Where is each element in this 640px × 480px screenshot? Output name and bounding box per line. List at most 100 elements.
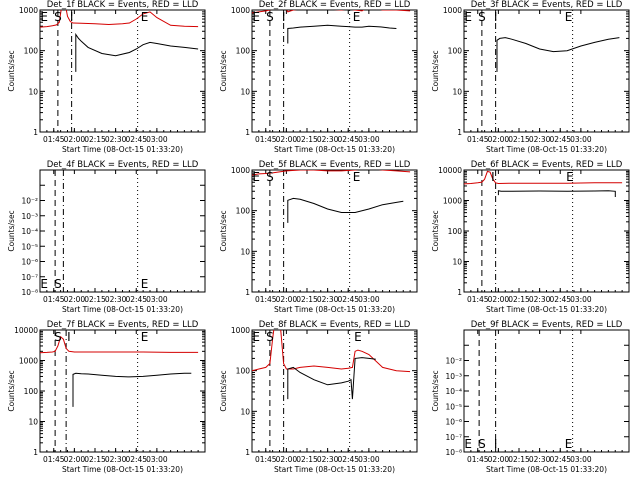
y-tick-label: 10⁻⁸ [21,288,38,297]
x-tick-label: 02:45 [549,295,571,304]
x-tick-label: 01:45 [467,135,489,144]
lld-rate-line [40,10,199,28]
panel-title: Det_2f BLACK = Events, RED = LLD [259,0,411,10]
x-tick-label: 02:15 [296,135,318,144]
y-tick-label: 1000 [231,166,250,175]
x-tick-label: 01:45 [255,455,277,464]
x-tick-label: 03:00 [570,295,592,304]
interval-marker: S [54,277,62,291]
y-tick-label: 10 [28,87,38,96]
y-tick-label: 100 [236,207,251,216]
x-tick-label: 02:00 [488,455,510,464]
y-tick-label: 100 [236,367,251,376]
x-tick-label: 03:00 [146,295,168,304]
y-tick-label: 1 [245,448,250,457]
y-axis-label: Counts/sec [431,210,440,251]
y-tick-label: 10⁻⁴ [445,387,462,396]
y-tick-label: 10 [452,258,462,267]
detector-panel: Det_3f BLACK = Events, RED = LLD 01:45 02:… [431,0,630,154]
y-tick-label: 1 [245,128,250,137]
x-tick-label: 02:45 [337,455,359,464]
y-tick-label: 1000 [443,197,462,206]
x-tick-label: 03:00 [358,295,380,304]
y-tick-label: 1000 [19,6,38,15]
x-tick-label: 01:45 [255,295,277,304]
panel-title: Det_3f BLACK = Events, RED = LLD [471,0,623,10]
x-tick-label: 02:15 [508,135,530,144]
interval-marker: I [494,10,498,24]
interval-marker: E [40,10,48,24]
events-rate-line [287,357,376,400]
events-rate-line [287,24,397,44]
x-tick-label: 02:30 [529,455,551,464]
y-tick-label: 10 [240,87,250,96]
panel-title: Det_1f BLACK = Events, RED = LLD [47,0,199,10]
interval-marker: E [353,10,361,24]
interval-marker: E [141,330,149,344]
y-tick-label: 10⁻⁵ [445,402,462,411]
x-tick-label: 02:00 [276,135,298,144]
y-tick-label: 10 [452,87,462,96]
plot-frame [39,169,206,293]
x-axis-label: Start Time (08-Oct-15 01:33:20) [486,305,607,314]
panel-title: Det_9f BLACK = Events, RED = LLD [471,320,623,330]
interval-marker: S [266,10,274,24]
y-tick-label: 1 [245,288,250,297]
y-tick-label: 1000 [443,6,462,15]
x-tick-label: 02:30 [317,135,339,144]
panel-title: Det_5f BLACK = Events, RED = LLD [259,160,411,170]
plot-frame [251,329,418,453]
events-rate-line [287,197,404,223]
panel-title: Det_7f BLACK = Events, RED = LLD [47,320,199,330]
y-tick-label: 100 [448,47,463,56]
y-tick-label: 10⁻⁷ [21,273,38,282]
y-tick-label: 1000 [19,357,38,366]
interval-marker: E [252,330,260,344]
y-axis-label: Counts/sec [431,370,440,411]
x-tick-label: 02:30 [529,295,551,304]
x-tick-label: 02:45 [337,135,359,144]
y-axis-label: Counts/sec [219,50,228,91]
lld-rate-line [464,170,623,185]
interval-marker: I [491,170,495,184]
x-tick-label: 02:00 [276,295,298,304]
panel-title: Det_6f BLACK = Events, RED = LLD [471,160,623,170]
x-tick-label: 03:00 [570,135,592,144]
x-axis-label: Start Time (08-Oct-15 01:33:20) [62,145,183,154]
x-tick-label: 02:00 [64,455,86,464]
x-tick-label: 02:00 [488,295,510,304]
y-tick-label: 1000 [231,326,250,335]
interval-marker: I [494,437,498,451]
y-tick-label: 10⁻⁷ [445,433,462,442]
y-tick-label: 10 [28,418,38,427]
y-tick-label: 10000 [14,326,38,335]
plot-frame [463,329,630,453]
interval-marker: S [266,330,274,344]
y-tick-label: 1 [33,448,38,457]
x-tick-label: 01:45 [467,295,489,304]
x-tick-label: 02:30 [529,135,551,144]
x-axis-label: Start Time (08-Oct-15 01:33:20) [274,305,395,314]
x-axis-label: Start Time (08-Oct-15 01:33:20) [486,145,607,154]
plot-frame [463,169,630,293]
x-tick-label: 01:45 [43,295,65,304]
y-tick-label: 1 [33,128,38,137]
x-tick-label: 02:15 [508,455,530,464]
x-tick-label: 02:15 [84,455,106,464]
interval-marker: I [70,10,74,24]
y-tick-label: 10⁻² [445,357,462,366]
y-tick-label: 10⁻⁶ [445,418,462,427]
x-tick-label: 02:30 [317,455,339,464]
interval-marker: E [40,277,48,291]
x-tick-label: 02:15 [296,455,318,464]
interval-marker: E [141,10,149,24]
lld-rate-line [252,170,411,176]
interval-marker: E [353,170,361,184]
interval-marker: E [565,10,573,24]
x-tick-label: 01:45 [255,135,277,144]
x-axis-label: Start Time (08-Oct-15 01:33:20) [486,465,607,474]
x-tick-label: 02:30 [105,295,127,304]
